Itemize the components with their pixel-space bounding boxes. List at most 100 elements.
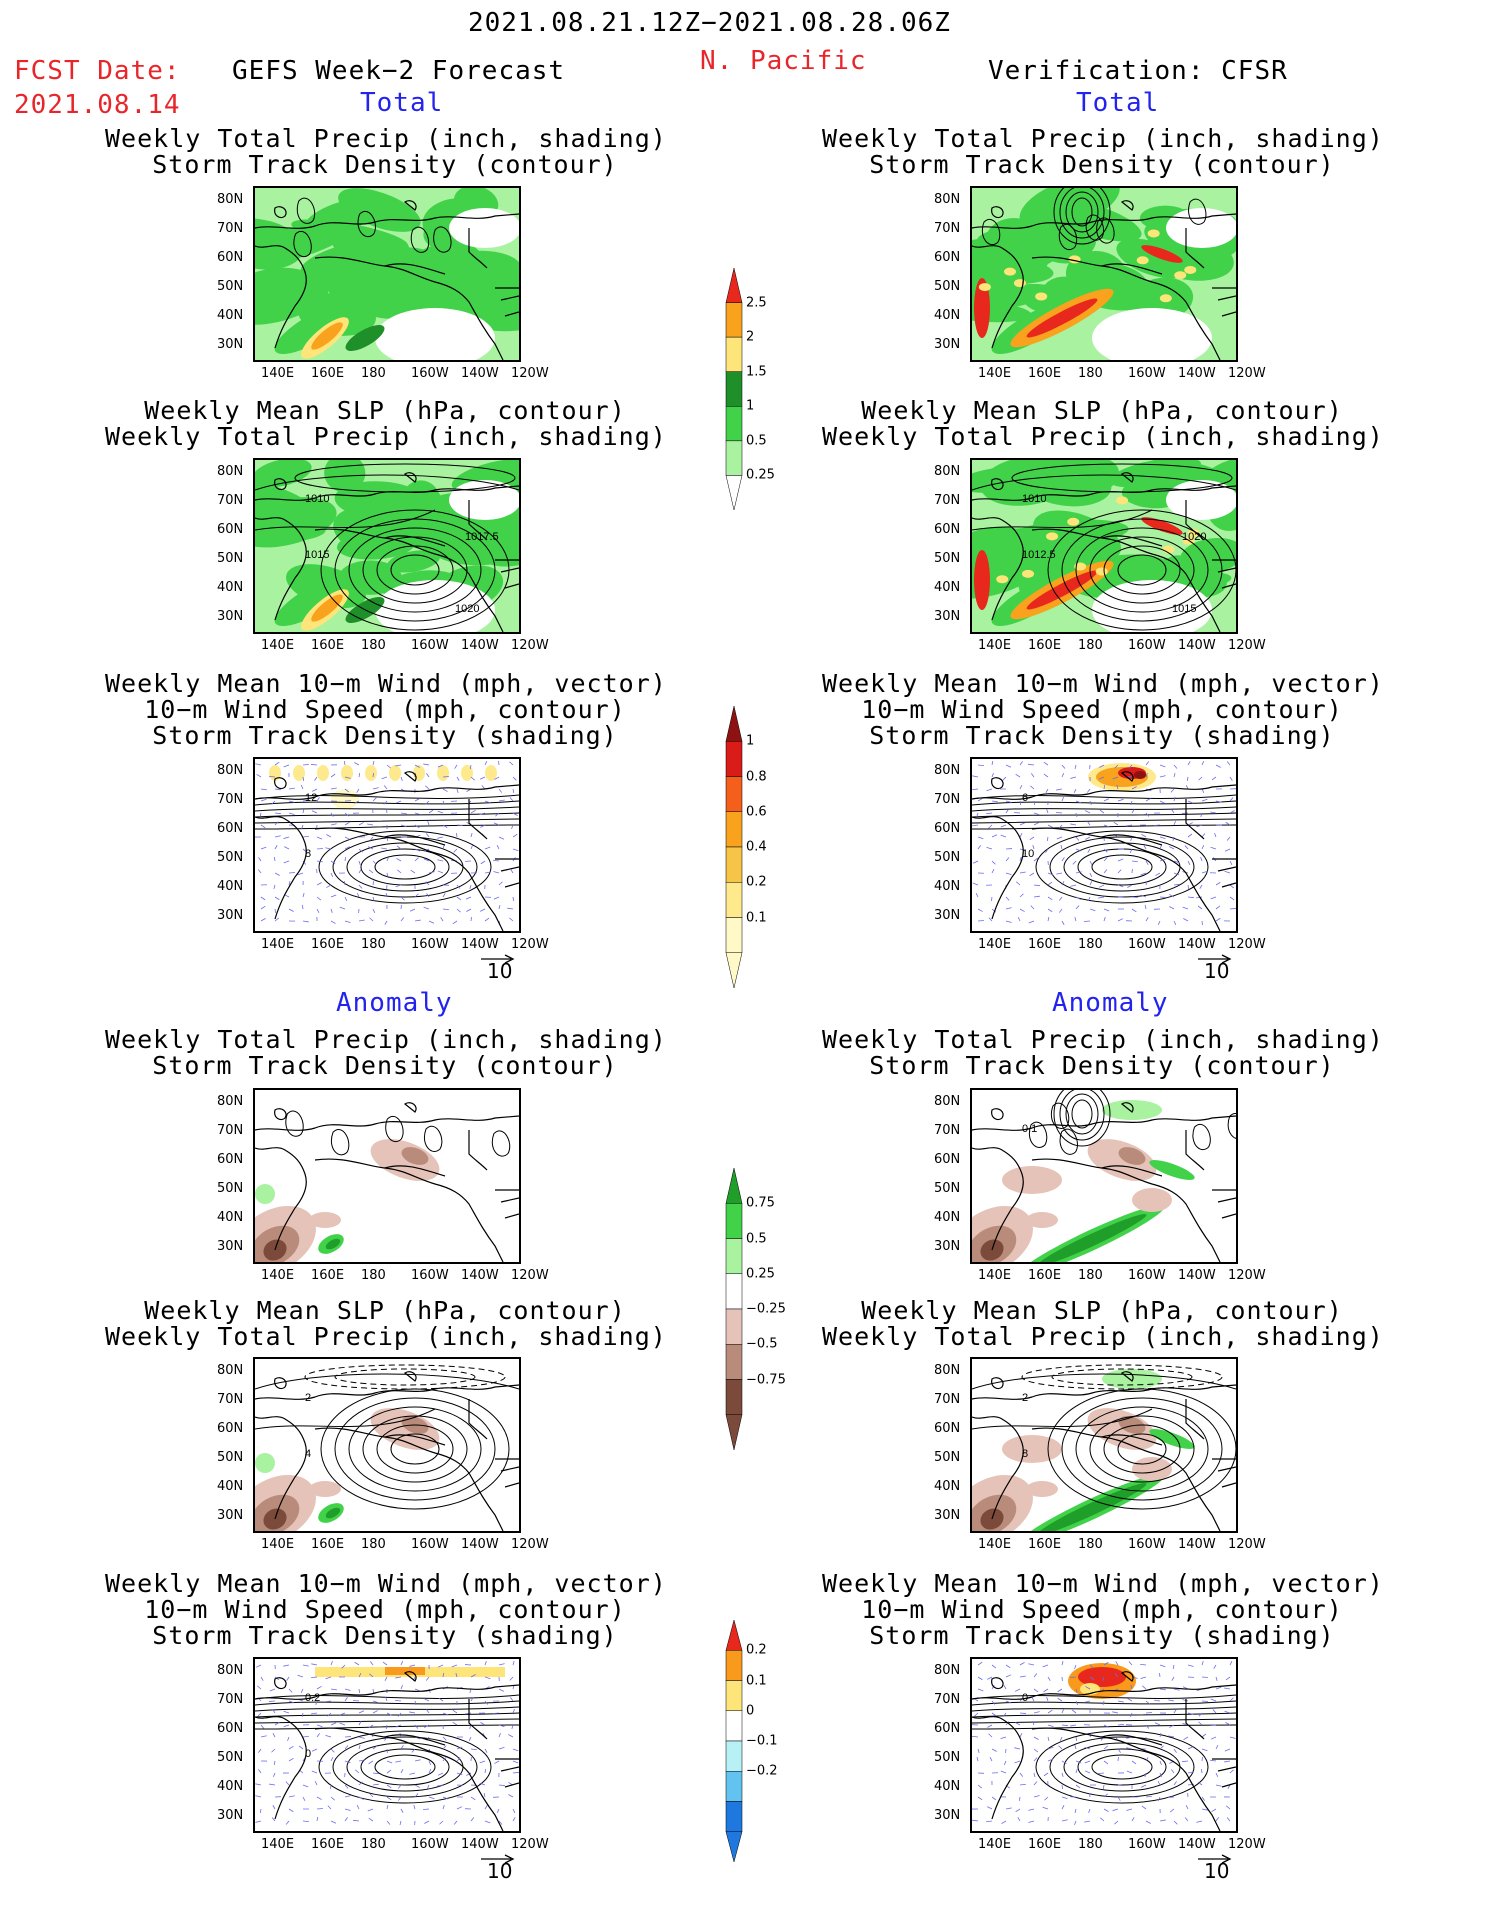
obs-slp-total-title-line: Weekly Mean SLP (hPa, contour) [861, 396, 1343, 425]
lon-tick-label: 180 [1078, 937, 1103, 952]
lon-tick-label: 140W [1178, 366, 1216, 381]
obs-wind-anom-title-line: Storm Track Density (shading) [869, 1621, 1335, 1650]
forecast-column-title: GEFS Week−2 Forecast [232, 56, 566, 86]
colorbar-tick-label: 2.5 [746, 295, 767, 311]
obs-wind-total-title-line: Weekly Mean 10−m Wind (mph, vector) [822, 669, 1384, 698]
lat-tick-label: 80N [934, 192, 961, 207]
fcst-precip-anom-title-line: Storm Track Density (contour) [152, 1051, 618, 1080]
lat-tick-label: 30N [217, 609, 244, 624]
fcst-date-value: 2021.08.14 [14, 90, 181, 120]
lat-tick-label: 70N [934, 1392, 961, 1407]
colorbar-tick-label: −0.5 [746, 1336, 778, 1352]
colorbar-tick-label: −0.25 [746, 1301, 786, 1317]
lon-tick-label: 140E [261, 366, 295, 381]
lon-tick-label: 160E [1028, 638, 1062, 653]
lat-tick-label: 70N [934, 493, 961, 508]
lon-tick-label: 160W [411, 937, 449, 952]
colorbar-tick-label: 0.25 [746, 1266, 775, 1282]
lon-tick-label: 160W [411, 366, 449, 381]
lat-tick-label: 50N [217, 279, 244, 294]
fcst-wind-anom-title-line: Weekly Mean 10−m Wind (mph, vector) [105, 1569, 667, 1598]
contour-label: 6 [1022, 792, 1028, 804]
obs-slp-anom-title-line: Weekly Total Precip (inch, shading) [822, 1322, 1384, 1351]
track-anom-colorbar: 0.2 0.1 0 −0.1 −0.2 [724, 1619, 784, 1863]
lon-tick-label: 140W [1178, 1268, 1216, 1283]
lon-tick-label: 140E [978, 1537, 1012, 1552]
contour-label: 0 [305, 1748, 311, 1760]
colorbar-tick-label: 0.25 [746, 467, 775, 483]
lat-tick-label: 60N [934, 522, 961, 537]
fcst-precip-total-title-line: Weekly Total Precip (inch, shading) [105, 124, 667, 153]
colorbar-tick-label: 0.5 [746, 433, 767, 449]
obs-precip-anom-map: 0.1 [970, 1088, 1238, 1264]
lat-tick-label: 60N [217, 1721, 244, 1736]
obs-precip-anom-title-line: Weekly Total Precip (inch, shading) [822, 1025, 1384, 1054]
lon-tick-label: 120W [1228, 1268, 1266, 1283]
lon-tick-label: 160W [411, 1268, 449, 1283]
lon-tick-label: 180 [1078, 1537, 1103, 1552]
reference-vector-arrow [1198, 949, 1232, 968]
lat-tick-label: 60N [217, 522, 244, 537]
lat-tick-label: 70N [934, 221, 961, 236]
reference-vector-label: 10 [487, 959, 513, 983]
lon-tick-label: 180 [1078, 366, 1103, 381]
obs-wind-total-title-line: 10−m Wind Speed (mph, contour) [861, 695, 1343, 724]
lon-tick-label: 120W [1228, 638, 1266, 653]
lat-tick-label: 50N [934, 279, 961, 294]
contour-label: 1010 [305, 493, 329, 505]
lat-tick-label: 80N [934, 1363, 961, 1378]
lat-tick-label: 70N [217, 792, 244, 807]
lon-tick-label: 140E [978, 937, 1012, 952]
verification-column-title: Verification: CFSR [988, 56, 1288, 86]
lat-tick-label: 30N [217, 337, 244, 352]
lat-tick-label: 40N [217, 1479, 244, 1494]
lat-tick-label: 50N [217, 850, 244, 865]
lon-tick-label: 140W [461, 366, 499, 381]
lat-tick-label: 40N [934, 879, 961, 894]
lon-tick-label: 160E [311, 638, 345, 653]
contour-label: 8 [1022, 1448, 1028, 1460]
lat-tick-label: 40N [217, 580, 244, 595]
lat-tick-label: 70N [217, 493, 244, 508]
lon-tick-label: 160E [1028, 1837, 1062, 1852]
lon-tick-label: 160E [1028, 1537, 1062, 1552]
lat-tick-label: 40N [934, 1479, 961, 1494]
reference-vector-arrow [481, 949, 515, 968]
verification-total-label: Total [1076, 88, 1160, 118]
lon-tick-label: 140E [978, 1268, 1012, 1283]
lat-tick-label: 40N [934, 1210, 961, 1225]
lat-tick-label: 40N [217, 879, 244, 894]
lat-tick-label: 40N [934, 308, 961, 323]
contour-label: 1017.5 [465, 531, 499, 543]
lon-tick-label: 140W [461, 1268, 499, 1283]
lon-tick-label: 140E [261, 1537, 295, 1552]
reference-vector-label: 10 [1204, 1859, 1230, 1883]
lon-tick-label: 160E [1028, 937, 1062, 952]
fcst-date-label: FCST Date: [14, 56, 181, 86]
lat-tick-label: 50N [217, 1181, 244, 1196]
lon-tick-label: 120W [1228, 366, 1266, 381]
contour-label: 0.1 [1022, 1123, 1037, 1135]
lat-tick-label: 30N [217, 1808, 244, 1823]
fcst-wind-anom-title-line: 10−m Wind Speed (mph, contour) [144, 1595, 626, 1624]
contour-label: 1020 [1182, 531, 1206, 543]
lon-tick-label: 140W [1178, 937, 1216, 952]
lat-tick-label: 60N [217, 250, 244, 265]
lat-tick-label: 60N [217, 821, 244, 836]
lon-tick-label: 140W [461, 1837, 499, 1852]
obs-precip-total-title-line: Weekly Total Precip (inch, shading) [822, 124, 1384, 153]
lon-tick-label: 180 [1078, 1837, 1103, 1852]
lon-tick-label: 140E [978, 366, 1012, 381]
fcst-precip-anom-title-line: Weekly Total Precip (inch, shading) [105, 1025, 667, 1054]
lat-tick-label: 40N [217, 1210, 244, 1225]
colorbar-tick-label: 2 [746, 329, 755, 345]
fcst-slp-total-map: 1010 1015 1020 1017.5 [253, 458, 521, 634]
lon-tick-label: 140W [461, 638, 499, 653]
lat-tick-label: 80N [217, 763, 244, 778]
lon-tick-label: 160W [1128, 638, 1166, 653]
obs-slp-anom-title-line: Weekly Mean SLP (hPa, contour) [861, 1296, 1343, 1325]
lat-tick-label: 30N [934, 609, 961, 624]
lat-tick-label: 80N [934, 1094, 961, 1109]
colorbar-tick-label: 0.2 [746, 1642, 767, 1658]
